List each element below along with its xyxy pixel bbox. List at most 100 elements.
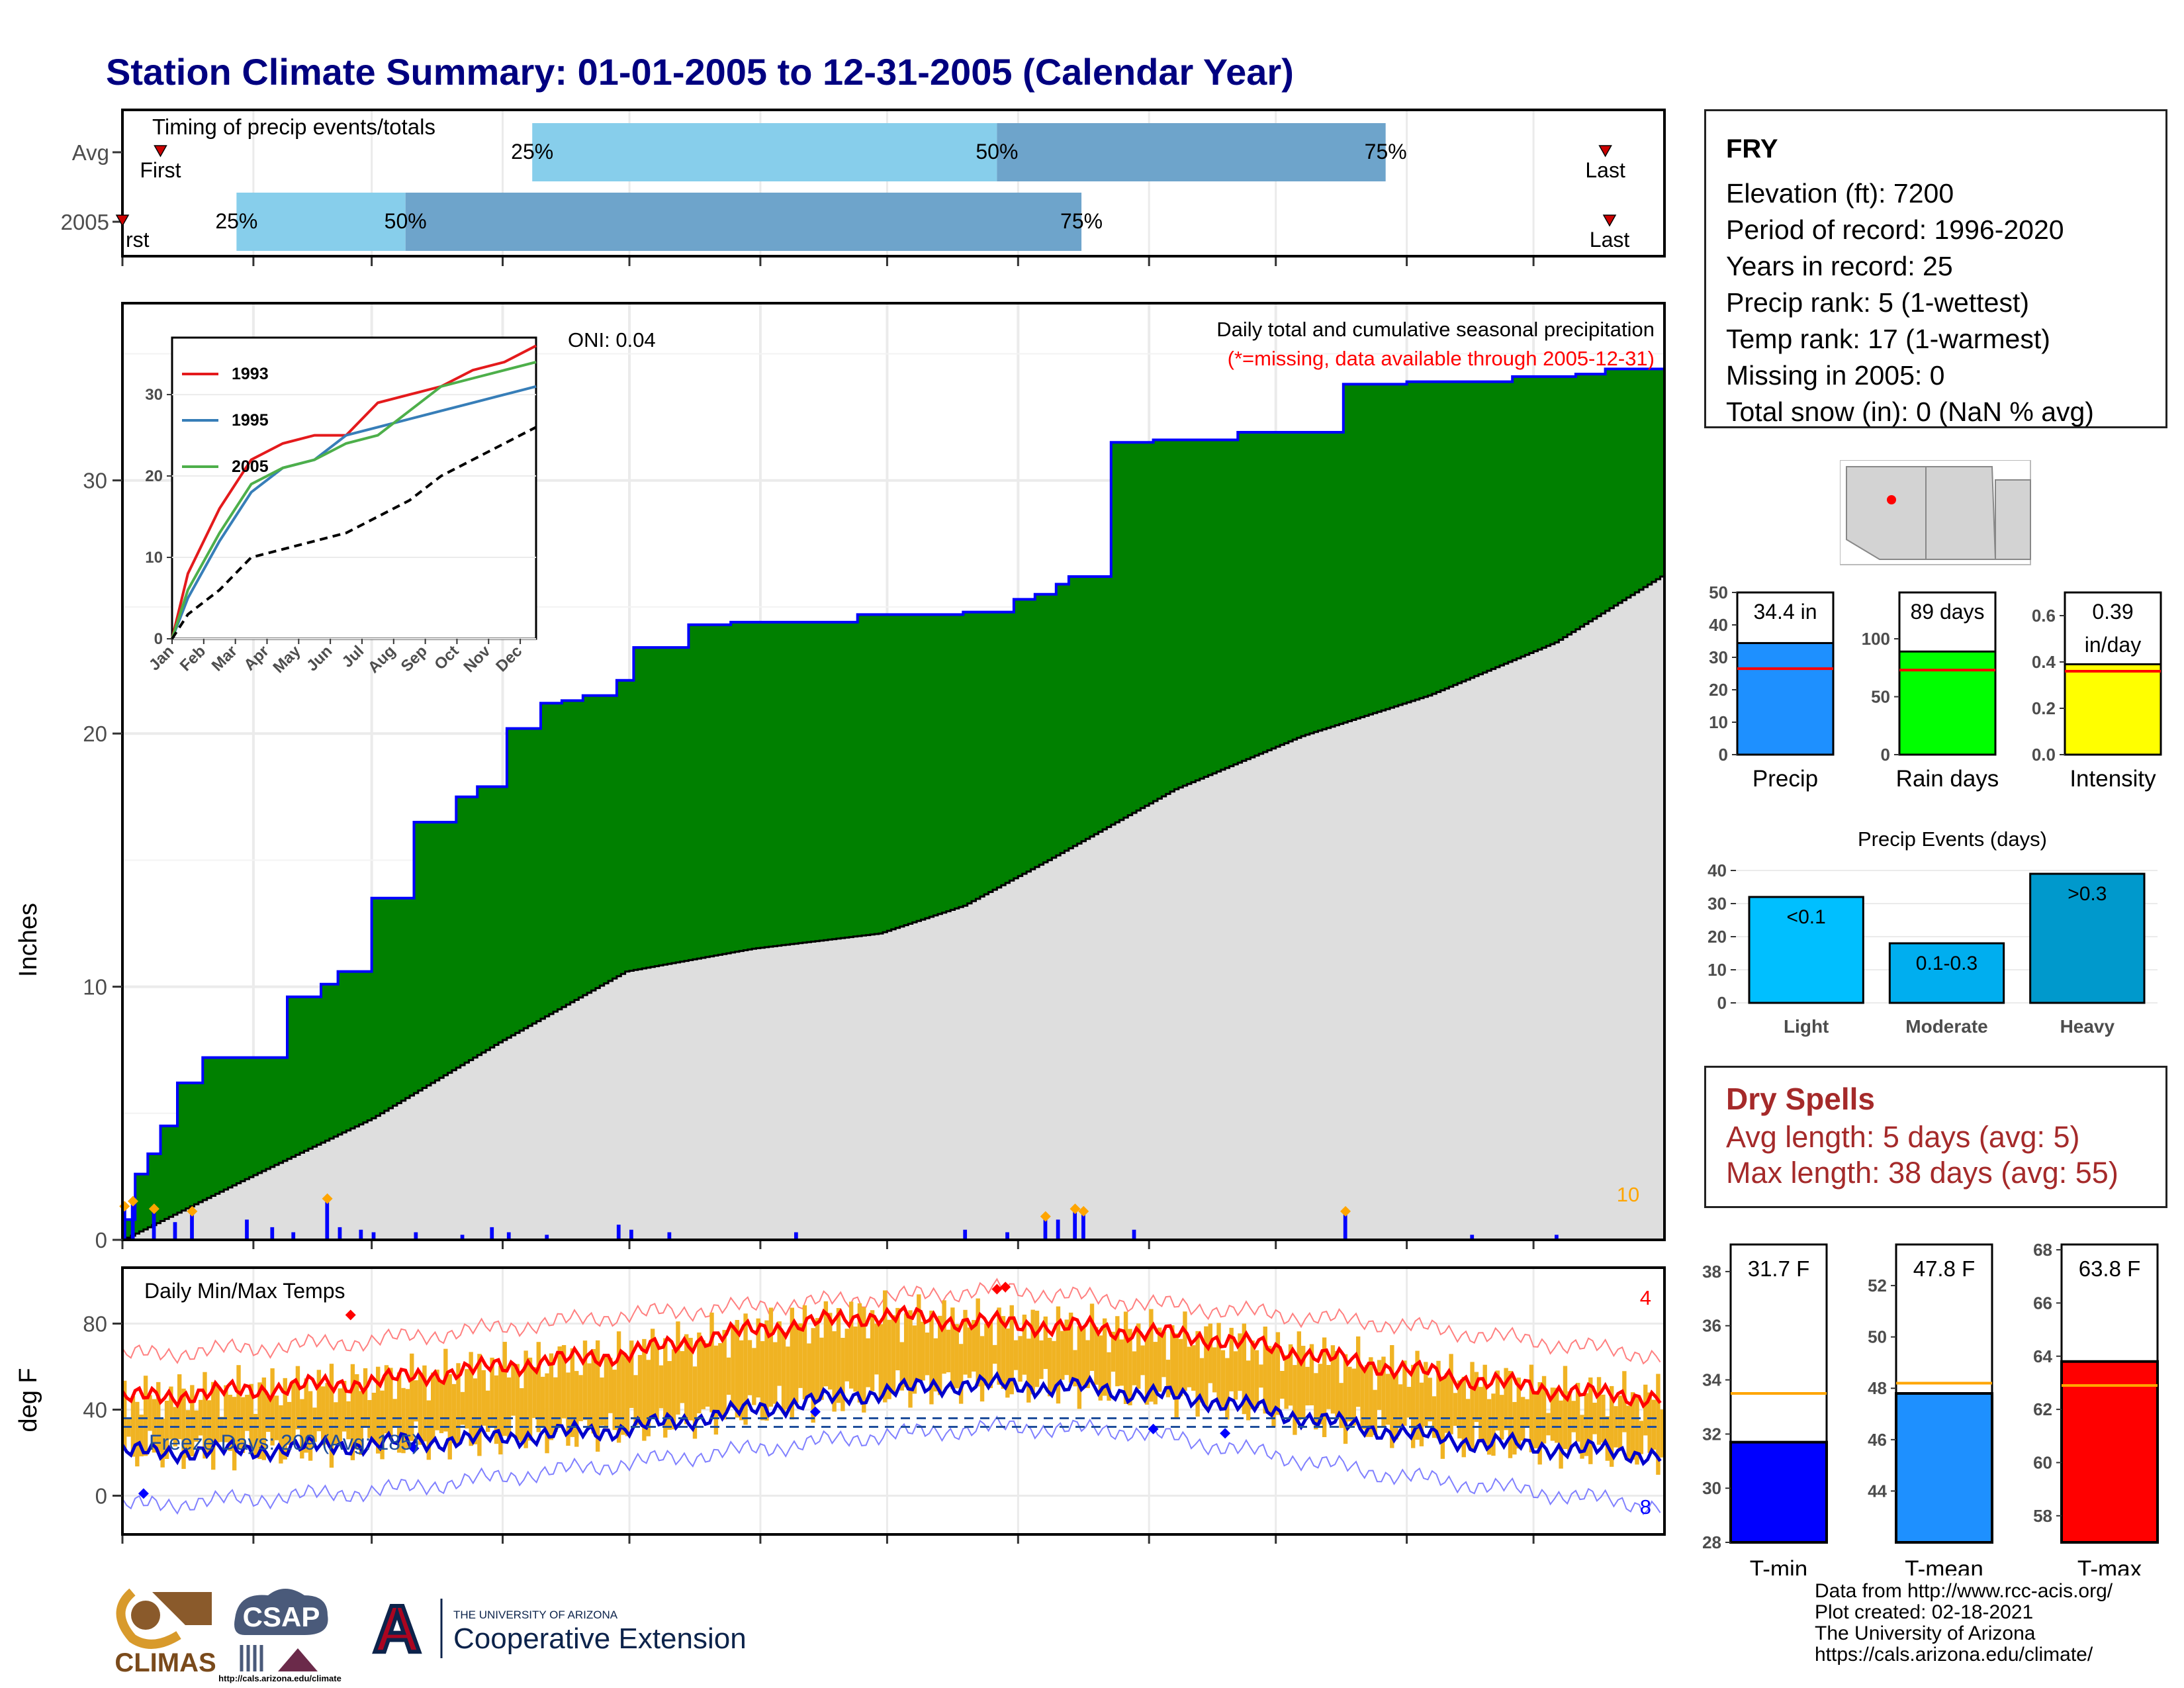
daily-temp-bar [1005, 1328, 1010, 1398]
daily-temp-bar [1081, 1328, 1086, 1386]
daily-temp-bar [312, 1407, 317, 1442]
daily-temp-bar [1584, 1393, 1589, 1456]
map-state-az [1846, 466, 1927, 560]
daily-temp-bar [1504, 1368, 1508, 1430]
daily-temp-bar [1500, 1395, 1504, 1440]
summary-y-tick-label: 40 [1709, 615, 1728, 635]
daily-temp-bar [659, 1365, 664, 1409]
daily-temp-bar [756, 1318, 760, 1398]
daily-temp-bar [853, 1326, 858, 1392]
daily-temp-bar [341, 1381, 347, 1432]
daily-temp-bar [768, 1307, 774, 1407]
summary-bar [2064, 663, 2162, 756]
daily-temp-bar [582, 1340, 588, 1421]
temp-summary-y-tick-label: 38 [1702, 1262, 1721, 1282]
daily-temp-bar [1183, 1311, 1187, 1391]
inset-y-tick-label: 20 [145, 467, 163, 485]
daily-temp-bar [1165, 1360, 1171, 1397]
daily-temp-bar [523, 1350, 528, 1448]
daily-temp-bar [1073, 1350, 1077, 1387]
daily-temp-bar [1381, 1356, 1386, 1428]
ua-logo[interactable]: A THE UNIVERSITY OF ARIZONA Cooperative … [365, 1590, 747, 1668]
events-y-tick-label: 20 [1707, 927, 1727, 947]
daily-temp-bar [152, 1399, 157, 1453]
csap-logo[interactable]: CSAP http://cals.arizona.edu/climate [218, 1589, 341, 1683]
daily-temp-bar [169, 1386, 173, 1440]
summary-y-tick-label: 0.4 [2032, 652, 2056, 672]
daily-temp-bar [671, 1349, 676, 1430]
daily-temp-bar [456, 1363, 461, 1446]
csap-text: CSAP [243, 1601, 320, 1632]
daily-temp-bar [1465, 1399, 1471, 1444]
daily-temp-bar [274, 1395, 279, 1440]
events-bar [1748, 896, 1864, 1004]
daily-temp-bar [1212, 1347, 1217, 1393]
daily-temp-bar [887, 1319, 891, 1399]
daily-temp-bar [642, 1338, 647, 1441]
daily-temp-bar [1651, 1399, 1657, 1450]
precip-events-chart: Precip Events (days) 0 10 20 30 40 <0.1 Light 0… [1707, 827, 2158, 1037]
daily-temp-bar [557, 1346, 562, 1425]
daily-temp-bar [405, 1389, 410, 1448]
temp-extreme-marker [345, 1309, 356, 1321]
climas-logo[interactable]: CLIMAS [114, 1588, 216, 1677]
daily-temp-bar [494, 1375, 499, 1444]
daily-temp-bar [410, 1353, 414, 1441]
daily-temp-bar [439, 1382, 444, 1434]
daily-temp-bar [553, 1377, 558, 1432]
summary-y-tick-label: 0 [1881, 745, 1890, 765]
precip-subheader: (*=missing, data available through 2005-… [1228, 347, 1655, 370]
timing-first-label: First [140, 158, 181, 182]
timing-last-marker [1602, 214, 1617, 227]
daily-temp-bar [1419, 1382, 1424, 1446]
inset-series-line [171, 360, 537, 639]
daily-temp-bar [938, 1315, 942, 1395]
daily-temp-bar [1263, 1326, 1267, 1414]
temp-summary-y-tick-label: 46 [1868, 1430, 1887, 1450]
daily-temp-bar [164, 1400, 169, 1460]
daily-precip-bar [616, 1225, 621, 1240]
daily-precip-bar [460, 1235, 465, 1240]
daily-temp-bar [848, 1301, 854, 1389]
credit-url[interactable]: https://cals.arizona.edu/climate/ [1815, 1644, 2093, 1665]
events-bar-inner-label: >0.3 [2068, 883, 2107, 905]
daily-temp-bar [148, 1395, 152, 1431]
daily-temp-bar [502, 1342, 507, 1436]
daily-temp-bar [1643, 1384, 1648, 1436]
heavy-event-marker [148, 1203, 159, 1215]
daily-temp-bar [705, 1342, 710, 1407]
daily-temp-bar [1541, 1376, 1547, 1444]
record-low-line [122, 1415, 1661, 1516]
daily-temp-bar [1415, 1350, 1420, 1440]
daily-temp-bar [1453, 1393, 1458, 1426]
temp-summary-y-tick-label: 68 [2033, 1240, 2052, 1260]
daily-precip-bar [1555, 1235, 1559, 1240]
daily-temp-bar [1216, 1323, 1221, 1404]
summary-bar-label: Precip [1752, 766, 1818, 792]
daily-temp-bar [291, 1380, 296, 1443]
temp-summary-bars: 31.7 F T-min 28 30 32 34 36 38 47.8 F T-mean 44 46 4… [1702, 1240, 2159, 1575]
daily-temp-bar [574, 1371, 579, 1447]
daily-temp-bar [143, 1376, 148, 1456]
daily-temp-bar [1220, 1350, 1226, 1409]
credit-data-source[interactable]: Data from http://www.rcc-acis.org/ [1815, 1580, 2113, 1602]
daily-temp-bar [1288, 1344, 1293, 1406]
precip-count-label: 10 [1617, 1183, 1639, 1206]
daily-temp-bar [156, 1382, 161, 1452]
daily-temp-bar [1102, 1318, 1107, 1396]
temp-summary-bar [2060, 1360, 2159, 1544]
daily-temp-bar [1013, 1340, 1019, 1370]
summary-y-tick-label: 50 [1709, 583, 1728, 602]
daily-temp-bar [1089, 1303, 1095, 1371]
daily-temp-bar [718, 1343, 723, 1417]
ua-small-text: THE UNIVERSITY OF ARIZONA [453, 1609, 618, 1621]
temp-extreme-marker [1148, 1423, 1159, 1434]
logos-bar: CLIMAS CSAP http://cals.arizona.edu/clim… [114, 1588, 747, 1683]
daily-temp-bar [451, 1383, 457, 1444]
events-y-tick-label: 0 [1717, 993, 1727, 1013]
summary-y-tick-label: 0 [1719, 745, 1728, 765]
daily-temp-bar [224, 1385, 228, 1442]
precip-y-label: Inches [15, 903, 42, 977]
daily-temp-bar [321, 1386, 326, 1446]
events-y-tick-label: 10 [1707, 960, 1727, 980]
